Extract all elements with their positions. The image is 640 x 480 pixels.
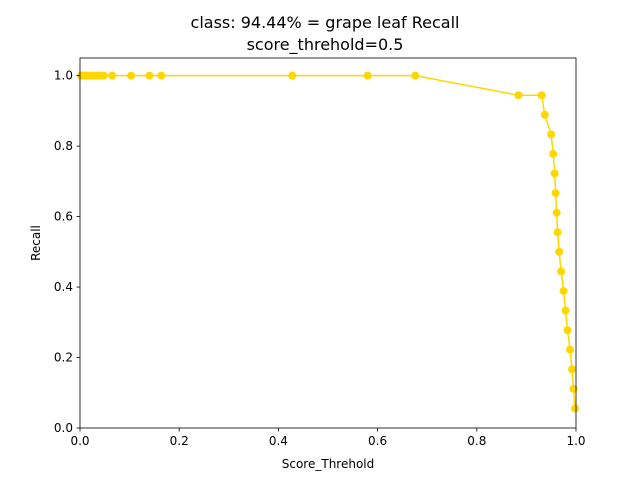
chart-subtitle: score_threhold=0.5 bbox=[247, 35, 404, 55]
data-point bbox=[571, 404, 580, 413]
x-tick-label: 0.2 bbox=[170, 434, 189, 448]
data-point bbox=[514, 91, 523, 100]
x-tick-label: 0.6 bbox=[368, 434, 387, 448]
data-point bbox=[550, 169, 559, 178]
x-tick-label: 0.8 bbox=[467, 434, 486, 448]
data-point bbox=[569, 384, 578, 393]
x-tick-label: 0.0 bbox=[70, 434, 89, 448]
data-point bbox=[76, 71, 85, 80]
chart-title: class: 94.44% = grape leaf Recall bbox=[191, 13, 460, 32]
data-point bbox=[537, 91, 546, 100]
data-point bbox=[540, 110, 549, 119]
data-point bbox=[108, 71, 117, 80]
data-point bbox=[411, 71, 420, 80]
y-axis-label: Recall bbox=[29, 225, 43, 261]
data-point bbox=[547, 130, 556, 139]
x-tick-label: 0.4 bbox=[269, 434, 288, 448]
data-point bbox=[549, 149, 558, 158]
data-point bbox=[559, 286, 568, 295]
data-point bbox=[557, 267, 566, 276]
data-point bbox=[561, 306, 570, 315]
data-point bbox=[363, 71, 372, 80]
data-point bbox=[551, 189, 560, 198]
data-point bbox=[127, 71, 136, 80]
plot-area: 0.0 0.2 0.4 0.6 0.8 1.0 0.0 0.2 0.4 0.6 0.8 1.0 bbox=[54, 57, 586, 448]
y-tick-label: 0.0 bbox=[54, 421, 73, 435]
axes-frame bbox=[79, 57, 577, 429]
y-tick-label: 0.6 bbox=[54, 210, 73, 224]
y-tick-label: 1.0 bbox=[54, 69, 73, 83]
x-axis-label: Score_Threhold bbox=[282, 457, 375, 471]
data-point bbox=[563, 326, 572, 335]
data-point bbox=[566, 345, 575, 354]
data-point bbox=[288, 71, 297, 80]
data-point bbox=[157, 71, 166, 80]
data-point bbox=[553, 228, 562, 237]
data-point bbox=[555, 247, 564, 256]
x-tick-label: 1.0 bbox=[566, 434, 585, 448]
data-point bbox=[145, 71, 154, 80]
y-tick-label: 0.4 bbox=[54, 280, 73, 294]
y-tick-label: 0.8 bbox=[54, 139, 73, 153]
data-point bbox=[552, 208, 561, 217]
data-point bbox=[568, 365, 577, 374]
y-tick-label: 0.2 bbox=[54, 351, 73, 365]
